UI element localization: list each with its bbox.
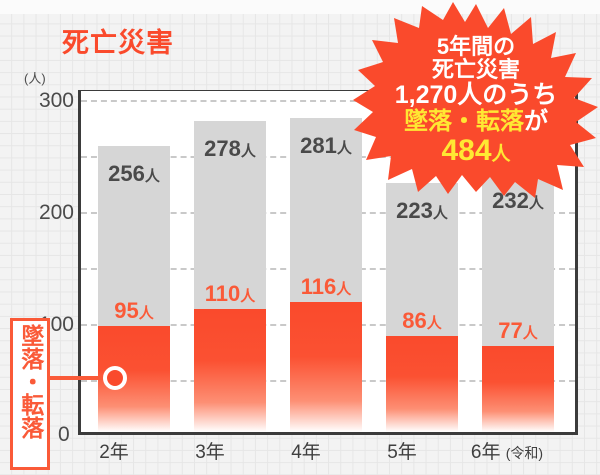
x-label-1: 2年 bbox=[99, 442, 129, 463]
bar-group-2: 278人 110人 bbox=[194, 90, 266, 432]
bar-fall-label-3: 116人 bbox=[300, 274, 352, 299]
gridline-300 bbox=[81, 100, 575, 102]
bar-fall-3 bbox=[290, 302, 362, 432]
bar-fall-4 bbox=[386, 336, 458, 432]
y-tick-200: 200 bbox=[38, 201, 74, 224]
bar-total-label-1: 256人 bbox=[108, 161, 160, 186]
bar-group-5: 232人 77人 bbox=[482, 90, 554, 432]
x-label-4: 5年 bbox=[387, 442, 417, 463]
callout-connector-line bbox=[48, 376, 110, 380]
bar-group-3: 281人 116人 bbox=[290, 90, 362, 432]
bar-fall-label-5: 77人 bbox=[498, 318, 538, 343]
bar-group-4: 223人 86人 bbox=[386, 90, 458, 432]
starburst-text: 5年間の 死亡災害 1,270人のうち 墜落・転落が 484人 bbox=[352, 2, 600, 198]
starburst-line-1: 5年間の bbox=[436, 33, 516, 59]
x-label-2: 3年 bbox=[195, 442, 225, 463]
callout-connector-dot bbox=[103, 366, 127, 390]
starburst-line-5: 484人 bbox=[441, 134, 511, 167]
starburst-line-3: 1,270人のうち bbox=[394, 81, 558, 110]
y-tick-0: 0 bbox=[58, 423, 70, 446]
bar-fall-2 bbox=[194, 309, 266, 432]
bar-fall-label-1: 95人 bbox=[114, 298, 154, 323]
bar-total-label-2: 278人 bbox=[204, 136, 256, 161]
starburst-annotation: 5年間の 死亡災害 1,270人のうち 墜落・転落が 484人 bbox=[352, 2, 600, 198]
x-label-3: 4年 bbox=[291, 442, 321, 463]
bar-total-label-5: 232人 bbox=[492, 188, 544, 213]
bar-fall-5 bbox=[482, 346, 554, 432]
bar-total-label-3: 281人 bbox=[300, 133, 352, 158]
bar-fall-label-4: 86人 bbox=[402, 308, 442, 333]
y-tick-300: 300 bbox=[38, 89, 74, 112]
bar-group-1: 256人 95人 bbox=[98, 90, 170, 432]
series-legend-fall: 墜落・転落 bbox=[10, 318, 50, 470]
y-axis-unit-label: (人) bbox=[24, 71, 46, 86]
page-title: 死亡災害 bbox=[62, 28, 174, 58]
bar-total-label-4: 223人 bbox=[396, 198, 448, 223]
starburst-line-2: 死亡災害 bbox=[431, 57, 520, 83]
series-legend-fall-label: 墜落・転落 bbox=[17, 324, 44, 439]
starburst-line-4: 墜落・転落が bbox=[404, 108, 548, 136]
x-label-5: 6年 (令和) bbox=[470, 442, 544, 463]
bar-fall-label-2: 110人 bbox=[204, 281, 256, 306]
starburst-shape-icon bbox=[353, 2, 598, 198]
chart-plot-inner: 256人 95人 278人 110人 281人 116人 223人 86人 bbox=[81, 91, 575, 432]
